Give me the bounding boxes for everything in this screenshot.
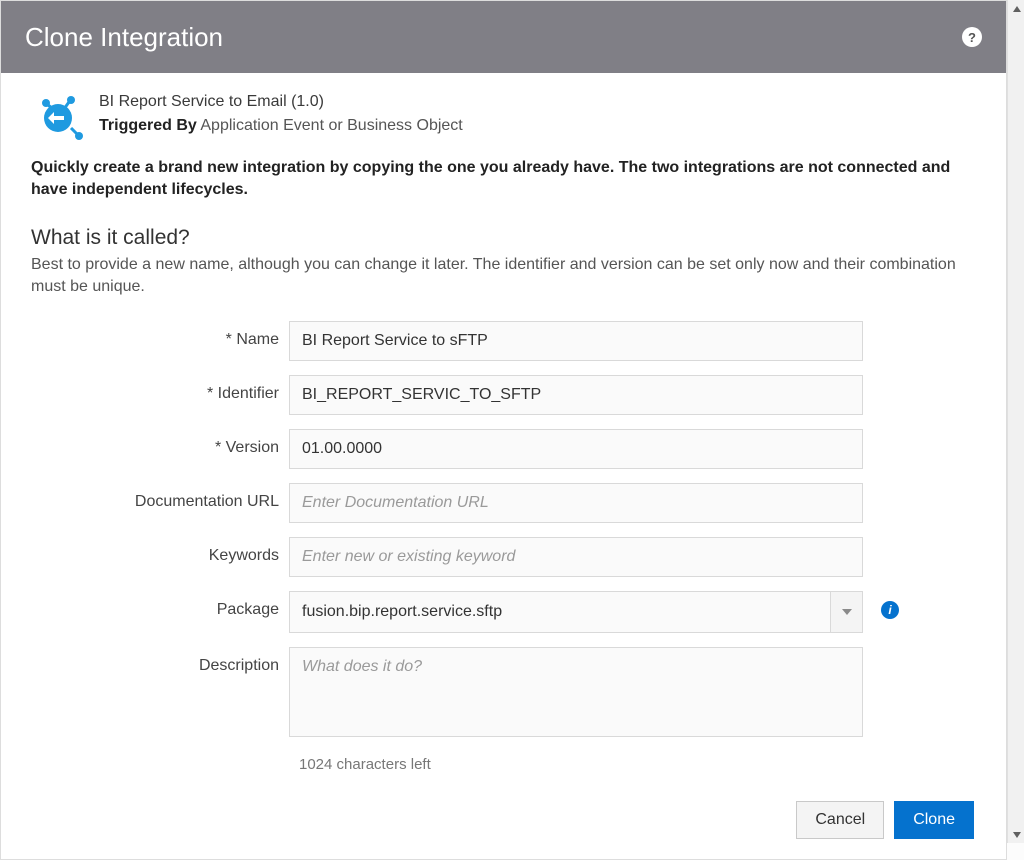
- row-doc-url: Documentation URL: [31, 483, 976, 523]
- row-name: Name: [31, 321, 976, 361]
- source-integration-name: BI Report Service to Email (1.0): [99, 93, 463, 111]
- source-integration-text: BI Report Service to Email (1.0) Trigger…: [99, 91, 463, 135]
- chevron-down-icon: [841, 606, 853, 618]
- input-description[interactable]: [289, 647, 863, 737]
- label-description: Description: [31, 647, 289, 675]
- label-version: Version: [31, 429, 289, 457]
- input-version[interactable]: [289, 429, 863, 469]
- combo-dropdown-button[interactable]: [830, 592, 862, 632]
- cancel-button[interactable]: Cancel: [796, 801, 884, 839]
- clone-summary: Quickly create a brand new integration b…: [31, 157, 976, 202]
- row-package: Package i: [31, 591, 976, 633]
- source-integration-row: BI Report Service to Email (1.0) Trigger…: [31, 91, 976, 145]
- row-keywords: Keywords: [31, 537, 976, 577]
- scroll-down-arrow[interactable]: [1008, 826, 1024, 843]
- label-package: Package: [31, 591, 289, 619]
- dialog-header: Clone Integration ?: [1, 1, 1006, 73]
- row-identifier: Identifier: [31, 375, 976, 415]
- input-keywords[interactable]: [289, 537, 863, 577]
- vertical-scrollbar[interactable]: [1007, 0, 1024, 843]
- section-sub: Best to provide a new name, although you…: [31, 254, 976, 299]
- input-identifier[interactable]: [289, 375, 863, 415]
- help-icon[interactable]: ?: [962, 27, 982, 47]
- dialog-title: Clone Integration: [25, 22, 223, 53]
- chars-left: 1024 characters left: [299, 756, 976, 773]
- input-name[interactable]: [289, 321, 863, 361]
- combo-package[interactable]: [289, 591, 863, 633]
- row-version: Version: [31, 429, 976, 469]
- dialog-footer: Cancel Clone: [31, 801, 976, 839]
- clone-button[interactable]: Clone: [894, 801, 974, 839]
- row-description: Description: [31, 647, 976, 742]
- label-name: Name: [31, 321, 289, 349]
- triggered-by-row: Triggered By Application Event or Busine…: [99, 117, 463, 135]
- integration-icon: [31, 91, 85, 145]
- label-keywords: Keywords: [31, 537, 289, 565]
- triggered-by-label: Triggered By: [99, 117, 197, 134]
- input-package[interactable]: [290, 593, 830, 631]
- clone-form: Name Identifier Version Documentation UR…: [31, 321, 976, 773]
- label-identifier: Identifier: [31, 375, 289, 403]
- dialog-body: BI Report Service to Email (1.0) Trigger…: [1, 73, 1006, 859]
- input-doc-url[interactable]: [289, 483, 863, 523]
- label-doc-url: Documentation URL: [31, 483, 289, 511]
- triggered-by-value: Application Event or Business Object: [200, 117, 462, 134]
- clone-integration-dialog: Clone Integration ? BI Report Service to…: [0, 0, 1007, 860]
- section-heading: What is it called?: [31, 226, 976, 250]
- info-icon[interactable]: i: [881, 601, 899, 619]
- scroll-up-arrow[interactable]: [1008, 0, 1024, 17]
